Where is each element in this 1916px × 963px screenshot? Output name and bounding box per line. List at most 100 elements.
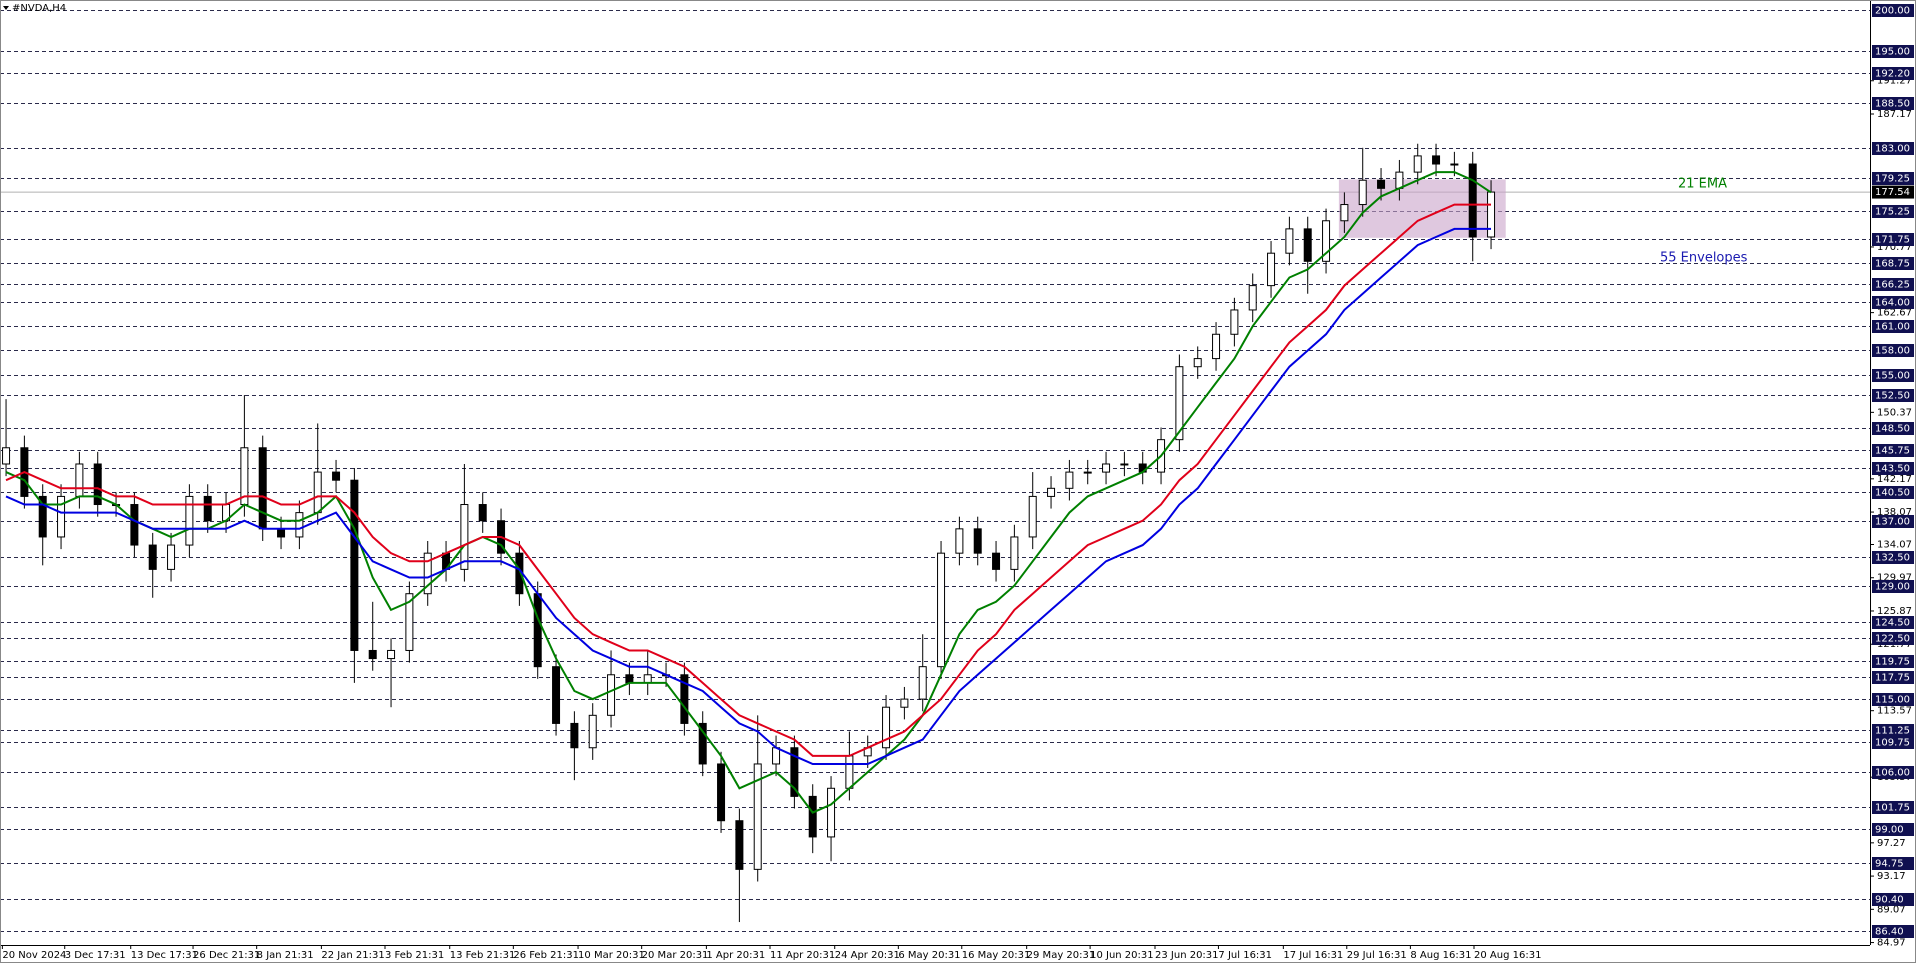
level-label: 94.75: [1875, 859, 1904, 870]
levels-layer: [0, 10, 1870, 932]
x-tick-label: 29 Jul 16:31: [1347, 950, 1407, 961]
level-label: 166.25: [1875, 280, 1910, 291]
x-tick-label: 13 Feb 21:31: [450, 950, 516, 961]
x-tick-label: 16 May 20:31: [962, 950, 1031, 961]
level-label-box: [1872, 344, 1914, 357]
y-tick-label: 97.27: [1877, 838, 1906, 849]
candle-body: [1340, 204, 1349, 222]
candle-body: [735, 820, 744, 870]
level-label: 122.50: [1875, 634, 1910, 645]
candle-body: [57, 495, 66, 538]
candle-body: [93, 463, 102, 506]
candle-body: [753, 763, 762, 870]
level-label-box: [1872, 257, 1914, 270]
level-label: 155.00: [1875, 371, 1910, 382]
level-label-box: [1872, 320, 1914, 333]
level-label: 168.75: [1875, 259, 1910, 270]
candle-body: [698, 722, 707, 765]
candle-body: [38, 495, 47, 538]
menu-icon[interactable]: [3, 6, 9, 10]
candle-body: [2, 447, 11, 465]
candle-body: [1322, 220, 1331, 262]
level-label-box: [1872, 671, 1914, 684]
y-tick-label: 134.07: [1877, 539, 1912, 550]
level-label: 109.75: [1875, 738, 1910, 749]
plot-layer: [2, 143, 1506, 923]
level-label: 171.75: [1875, 235, 1910, 246]
candle-body: [937, 552, 946, 668]
x-tick-label: 11 Apr 20:31: [770, 950, 835, 961]
level-label: 192.20: [1875, 69, 1910, 80]
level-label: 140.50: [1875, 488, 1910, 499]
candle-body: [130, 504, 139, 546]
level-label-box: [1872, 823, 1914, 836]
y-tick-label: 129.97: [1877, 573, 1912, 584]
level-label: 145.75: [1875, 446, 1910, 457]
candle-body: [827, 787, 836, 838]
level-label-box: [1872, 462, 1914, 475]
level-label-box: [1872, 632, 1914, 645]
x-tick-label: 20 Nov 2024: [2, 950, 66, 961]
candle-body: [625, 674, 634, 684]
x-tick-label: 1 Apr 20:31: [706, 950, 765, 961]
candle-body: [900, 698, 909, 708]
x-tick-label: 26 Feb 21:31: [513, 950, 579, 961]
level-label: 148.50: [1875, 424, 1910, 435]
candle-body: [1413, 155, 1422, 173]
x-tick-label: 26 Dec 21:31: [193, 950, 260, 961]
level-label-box: [1872, 925, 1914, 938]
level-label: 90.40: [1875, 895, 1904, 906]
level-label-box: [1872, 4, 1914, 17]
candle-body: [790, 747, 799, 797]
level-label: 158.00: [1875, 346, 1910, 357]
indicator-line: [5, 203, 1491, 757]
candle-body: [423, 552, 432, 595]
candle-body: [1267, 252, 1276, 287]
candle-body: [167, 544, 176, 570]
candle-body: [1248, 285, 1257, 311]
y-tick-label: 89.07: [1877, 904, 1906, 915]
candle-body: [643, 674, 652, 684]
level-label-box: [1872, 551, 1914, 564]
candle-body: [1102, 463, 1111, 473]
candle-body: [992, 552, 1001, 570]
last-price-box: [1872, 185, 1914, 199]
candle-body: [1432, 155, 1441, 165]
y-tick-label: 125.87: [1877, 606, 1912, 617]
level-label-box: [1872, 693, 1914, 706]
candle-body: [882, 706, 891, 749]
candle-body: [680, 674, 689, 724]
candle-body: [405, 593, 414, 651]
candle-body: [1065, 471, 1074, 489]
annotation-envelopes: 55 Envelopes: [1660, 251, 1748, 266]
y-tick-label: 113.57: [1877, 706, 1912, 717]
y-tick-label: 191.27: [1877, 76, 1912, 87]
candle-body: [717, 763, 726, 822]
level-label: 179.25: [1875, 174, 1910, 185]
candle-body: [1395, 171, 1404, 189]
level-label-box: [1872, 142, 1914, 155]
x-tick-label: 10 Mar 20:31: [578, 950, 645, 961]
candle-body: [387, 649, 396, 660]
x-tick-label: 3 Dec 17:31: [65, 950, 126, 961]
level-label-box: [1872, 486, 1914, 499]
candle-body: [607, 674, 616, 716]
level-label: 161.00: [1875, 322, 1910, 333]
candle-body: [1047, 487, 1056, 497]
candle-body: [1212, 333, 1221, 360]
level-label-box: [1872, 801, 1914, 814]
x-tick-label: 20 Aug 16:31: [1474, 950, 1541, 961]
candle-body: [313, 471, 322, 514]
candle-body: [1487, 191, 1496, 238]
candle-body: [570, 722, 579, 749]
candle-body: [1010, 536, 1019, 570]
x-tick-label: 17 Jul 16:31: [1283, 950, 1343, 961]
x-tick-label: 29 May 20:31: [1027, 950, 1096, 961]
candle-body: [973, 528, 982, 554]
level-label-box: [1872, 172, 1914, 185]
level-label: 137.00: [1875, 517, 1910, 528]
level-label: 86.40: [1875, 927, 1904, 938]
x-tick-label: 8 Jan 21:31: [257, 950, 314, 961]
